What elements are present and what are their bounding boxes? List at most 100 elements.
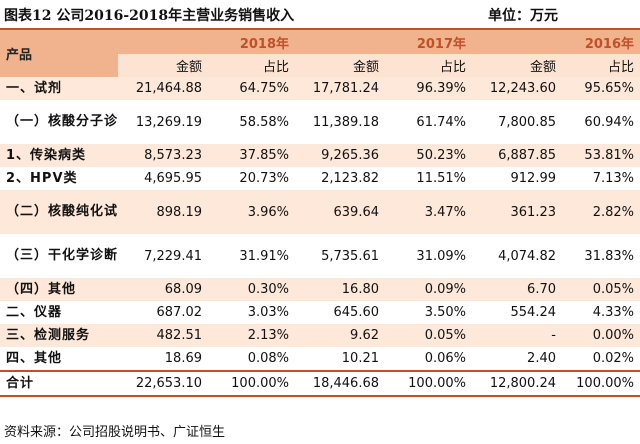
cell-share: 0.05% [385, 324, 472, 347]
cell-amount: 2.40 [527, 351, 556, 366]
table-row: （一）核酸分子诊断试剂 13,269.19 58.58% 11,389.18 6… [0, 100, 640, 144]
cell-amount: 898.19 [118, 190, 208, 234]
subheader-row: 金额 占比 金额 占比 金额 占比 [0, 54, 640, 77]
top-rule [0, 28, 640, 30]
unit-label: 单位：万元 [488, 8, 558, 24]
cell-share: 100.00% [562, 370, 640, 397]
table-row: （四）其他 68.09 0.30% 16.80 0.09% 6.70 0.05% [0, 278, 640, 301]
cell-share: 61.74% [416, 114, 466, 130]
row-label: 合计 [0, 370, 118, 397]
cell-amount: 554.24 [510, 305, 557, 320]
table-row: （二）核酸纯化试剂 898.19 3.96% 639.64 3.47% 361.… [0, 190, 640, 234]
subheader-share: 占比 [562, 54, 640, 77]
cell-share: 3.96% [208, 190, 295, 234]
cell-share: 0.02% [592, 351, 634, 366]
cell-amount: 7,229.41 [144, 248, 202, 264]
cell-amount: 22,653.10 [118, 370, 208, 397]
row-label: （二）核酸纯化试剂 [0, 190, 118, 234]
cell-amount: 10.21 [341, 351, 379, 366]
table-row: 一、试剂 21,464.88 64.75% 17,781.24 96.39% 1… [0, 77, 640, 100]
cell-amount: 912.99 [510, 171, 557, 186]
title-bar: 图表12 公司2016-2018年主营业务销售收入 单位：万元 [0, 0, 640, 28]
table-row: 2、HPV类 4,695.95 20.73% 2,123.82 11.51% 9… [0, 167, 640, 190]
cell-share: 50.23% [385, 144, 472, 167]
year-header-2016: 2016年 [472, 30, 640, 54]
cell-share: 2.82% [562, 190, 640, 234]
cell-amount: 9,265.36 [295, 144, 385, 167]
corner-header: 产品 [0, 30, 118, 77]
cell-share: 37.85% [208, 144, 295, 167]
cell-share: 0.06% [424, 351, 466, 366]
table-row: 二、仪器 687.02 3.03% 645.60 3.50% 554.24 4.… [0, 301, 640, 324]
cell-share: 100.00% [385, 370, 472, 397]
subheader-amount: 金额 [295, 54, 385, 77]
cell-share: 96.39% [385, 77, 472, 100]
cell-share: 64.75% [208, 77, 295, 100]
cell-amount: 5,735.61 [321, 248, 379, 264]
cell-amount: 68.09 [118, 278, 208, 301]
cell-amount: 12,243.60 [472, 77, 562, 100]
cell-amount: 17,781.24 [295, 77, 385, 100]
cell-share: 0.00% [562, 324, 640, 347]
table-row: 三、检测服务 482.51 2.13% 9.62 0.05% - 0.00% [0, 324, 640, 347]
row-label: （四）其他 [0, 278, 118, 301]
cell-share: 31.83% [584, 248, 634, 264]
row-label: 二、仪器 [6, 304, 63, 320]
year-header-row: 产品 2018年 2017年 2016年 [0, 30, 640, 77]
cell-share: 4.33% [592, 305, 634, 320]
subheader-amount: 金额 [118, 54, 208, 77]
cell-share: 3.47% [385, 190, 472, 234]
table-row: 1、传染病类 8,573.23 37.85% 9,265.36 50.23% 6… [0, 144, 640, 167]
cell-share: 31.91% [239, 248, 289, 264]
year-header-2017: 2017年 [295, 30, 472, 54]
total-row: 合计 22,653.10 100.00% 18,446.68 100.00% 1… [0, 370, 640, 397]
cell-amount: 361.23 [472, 190, 562, 234]
row-label: 三、检测服务 [0, 324, 118, 347]
table-row: （三）干化学诊断试剂 7,229.41 31.91% 5,735.61 31.0… [0, 234, 640, 278]
row-label: 2、HPV类 [6, 170, 78, 186]
cell-amount: 645.60 [333, 305, 380, 320]
cell-amount: 9.62 [295, 324, 385, 347]
cell-share: 0.05% [562, 278, 640, 301]
row-label: 1、传染病类 [0, 144, 118, 167]
cell-amount: 7,800.85 [498, 114, 556, 130]
cell-share: 11.51% [416, 171, 466, 186]
cell-amount: 13,269.19 [135, 114, 202, 130]
cell-amount: 8,573.23 [118, 144, 208, 167]
cell-share: 0.30% [208, 278, 295, 301]
table-row: 四、其他 18.69 0.08% 10.21 0.06% 2.40 0.02% [0, 347, 640, 371]
cell-share: 0.09% [385, 278, 472, 301]
cell-amount: 4,695.95 [144, 171, 202, 186]
cell-amount: 639.64 [295, 190, 385, 234]
cell-amount: 21,464.88 [118, 77, 208, 100]
cell-amount: 2,123.82 [321, 171, 379, 186]
cell-share: 53.81% [562, 144, 640, 167]
cell-share: 60.94% [584, 114, 634, 130]
row-label: 四、其他 [6, 350, 63, 366]
cell-share: 31.09% [416, 248, 466, 264]
subheader-amount: 金额 [472, 54, 562, 77]
cell-share: 58.58% [239, 114, 289, 130]
cell-amount: 18.69 [164, 351, 202, 366]
cell-share: 20.73% [239, 171, 289, 186]
cell-amount: 482.51 [118, 324, 208, 347]
cell-amount: 687.02 [156, 305, 203, 320]
cell-share: 7.13% [592, 171, 634, 186]
cell-share: 3.03% [247, 305, 289, 320]
cell-share: 95.65% [562, 77, 640, 100]
cell-share: 3.50% [424, 305, 466, 320]
cell-amount: 18,446.68 [295, 370, 385, 397]
cell-share: 2.13% [208, 324, 295, 347]
cell-amount: 4,074.82 [498, 248, 556, 264]
cell-amount: - [472, 324, 562, 347]
cell-share: 0.08% [247, 351, 289, 366]
row-label: （三）干化学诊断试剂 [6, 248, 118, 263]
subheader-share: 占比 [208, 54, 295, 77]
cell-amount: 6,887.85 [472, 144, 562, 167]
cell-share: 100.00% [208, 370, 295, 397]
cell-amount: 12,800.24 [472, 370, 562, 397]
row-label: 一、试剂 [0, 77, 118, 100]
year-header-2018: 2018年 [118, 30, 295, 54]
cell-amount: 16.80 [295, 278, 385, 301]
table-title: 图表12 公司2016-2018年主营业务销售收入 [4, 8, 295, 24]
